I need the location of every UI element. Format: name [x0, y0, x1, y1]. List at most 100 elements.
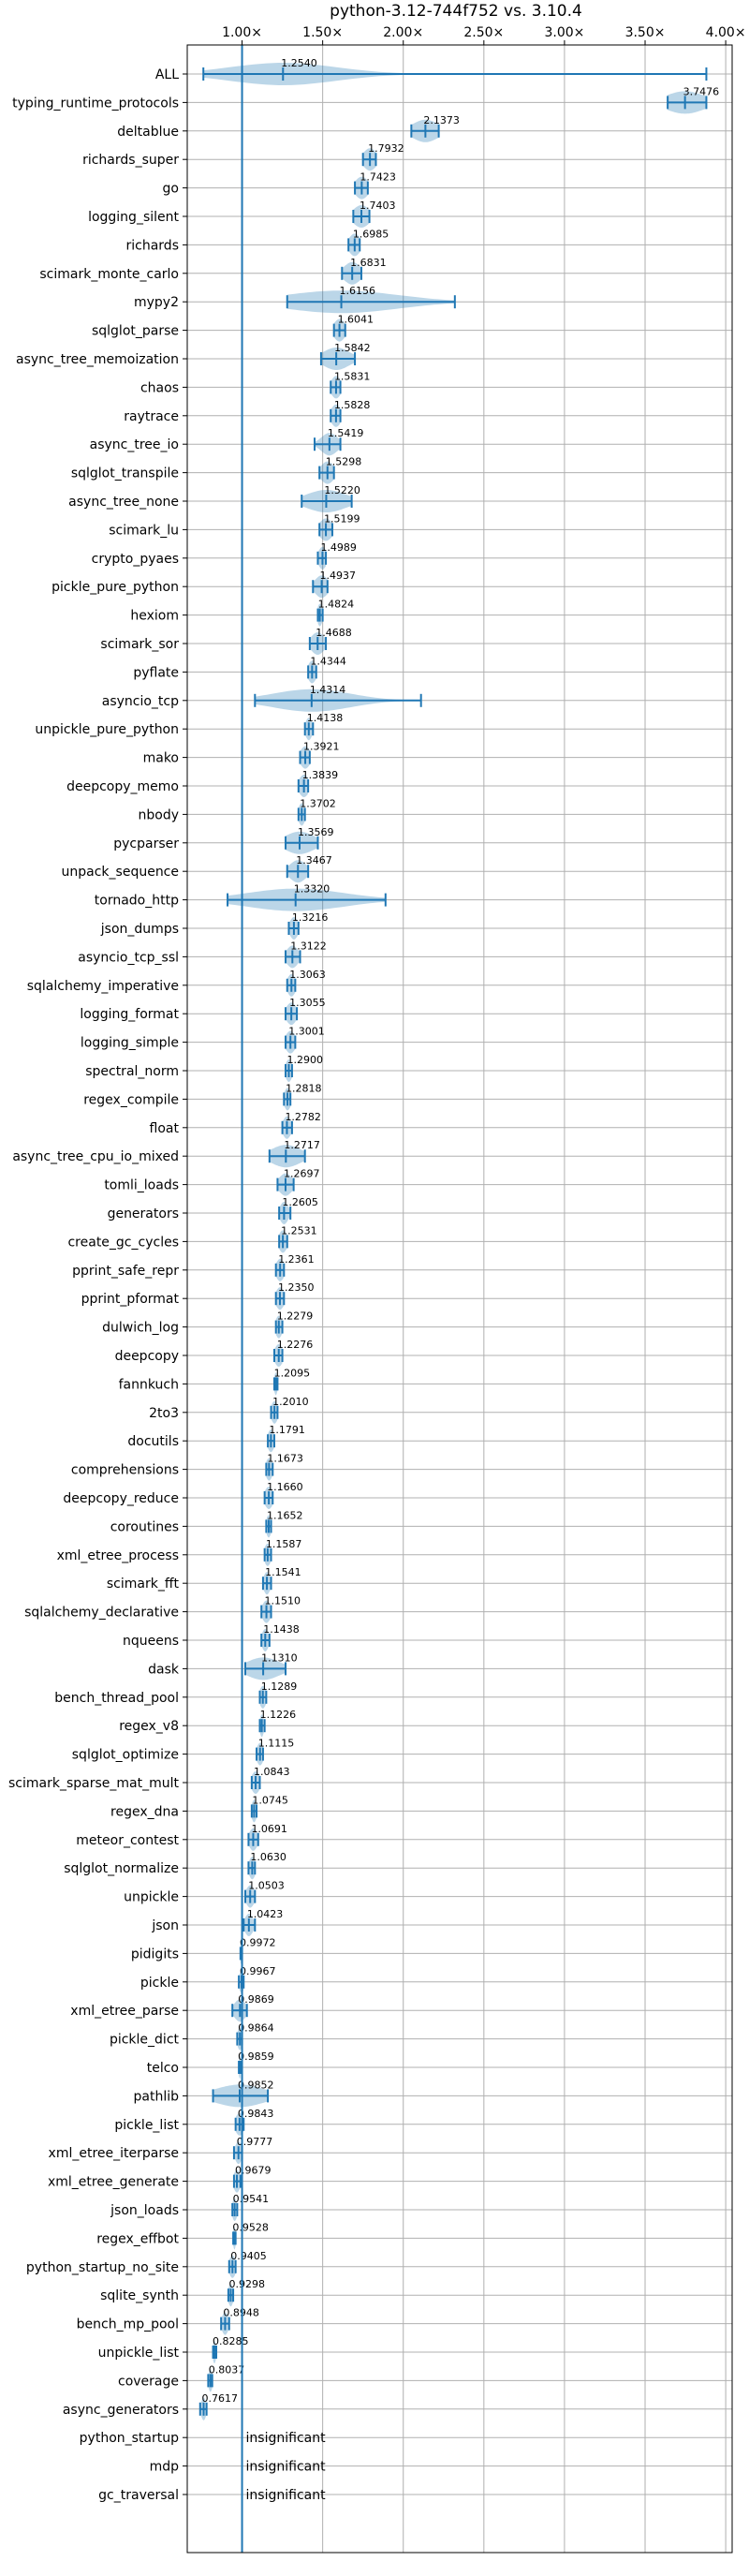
value-label: 1.5199 — [324, 512, 360, 525]
benchmark-name-label: pickle — [140, 1976, 179, 1991]
value-label: 1.3216 — [292, 911, 329, 924]
benchmark-name-label: pickle_dict — [110, 2033, 180, 2048]
benchmark-name-label: xml_etree_generate — [48, 2175, 179, 2190]
value-label: 1.6041 — [338, 314, 374, 326]
value-label: 1.5842 — [334, 342, 371, 354]
benchmark-name-label: crypto_pyaes — [92, 552, 179, 567]
value-label: 0.9852 — [238, 2079, 274, 2091]
value-label: 1.1673 — [267, 1453, 303, 1465]
value-label: 1.3569 — [298, 826, 334, 838]
benchmark-name-label: gc_traversal — [98, 2488, 179, 2503]
benchmark-name-label: sqlglot_transpile — [71, 466, 179, 481]
value-label: 2.1373 — [423, 114, 460, 126]
benchmark-name-label: xml_etree_parse — [70, 2004, 179, 2019]
benchmark-name-label: tornado_http — [95, 894, 179, 909]
value-label: 1.0691 — [251, 1823, 287, 1835]
benchmark-name-label: deepcopy_memo — [66, 779, 179, 794]
benchmark-name-label: bench_thread_pool — [54, 1691, 179, 1706]
benchmark-name-label: async_tree_cpu_io_mixed — [12, 1149, 179, 1164]
benchmark-name-label: scimark_lu — [109, 523, 179, 538]
benchmark-name-label: richards_super — [82, 153, 179, 168]
benchmark-name-label: tomli_loads — [104, 1178, 179, 1193]
chart-title: python-3.12-744f752 vs. 3.10.4 — [330, 2, 582, 21]
benchmark-name-label: go — [163, 182, 179, 197]
benchmark-name-label: unpickle_pure_python — [35, 722, 179, 737]
benchmark-name-label: mako — [143, 751, 179, 766]
benchmark-name-label: unpickle — [124, 1890, 179, 1905]
value-label: 1.1510 — [265, 1595, 301, 1607]
benchmark-name-label: scimark_monte_carlo — [39, 267, 179, 282]
x-tick-label: 1.50× — [302, 25, 343, 40]
benchmark-name-label: async_generators — [63, 2403, 179, 2418]
benchmark-name-label: sqlglot_parse — [92, 324, 179, 339]
benchmark-name-label: regex_compile — [83, 1092, 179, 1107]
benchmark-name-label: regex_dna — [110, 1804, 179, 1819]
value-label: 1.7423 — [360, 171, 396, 184]
x-tick-label: 2.50× — [463, 25, 504, 40]
benchmark-name-label: async_tree_io — [90, 437, 179, 452]
value-label: 1.3839 — [302, 769, 339, 781]
x-tick-label: 1.00× — [222, 25, 262, 40]
value-label: 1.5828 — [334, 399, 371, 411]
benchmark-name-label: async_tree_none — [68, 495, 179, 510]
benchmark-name-label: nbody — [139, 807, 180, 822]
value-label: 0.9679 — [235, 2165, 271, 2177]
value-label: 1.3467 — [296, 854, 332, 866]
value-label: 1.3001 — [288, 1026, 325, 1038]
benchmark-name-label: deltablue — [117, 125, 179, 140]
benchmark-name-label: unpickle_list — [98, 2346, 180, 2361]
benchmark-name-label: pprint_safe_repr — [72, 1264, 179, 1279]
benchmark-name-label: sqlalchemy_declarative — [24, 1606, 179, 1621]
benchmark-name-label: deepcopy — [115, 1349, 179, 1364]
value-label: 1.0843 — [254, 1766, 290, 1778]
benchmark-marks: 1.2540 3.7476 2.1373 1.7932 1.7423 1.7403 1.69… — [198, 45, 719, 2553]
benchmark-name-label: typing_runtime_protocols — [12, 96, 179, 111]
value-label: 1.0745 — [252, 1794, 288, 1806]
value-label: 1.2717 — [284, 1139, 320, 1151]
benchmark-name-label: json_loads — [110, 2203, 179, 2218]
benchmark-name-label: spectral_norm — [85, 1064, 179, 1079]
benchmark-name-label: unpack_sequence — [62, 865, 179, 880]
value-label: 1.5220 — [324, 484, 360, 496]
value-label: 1.2782 — [285, 1111, 321, 1123]
value-label: 1.2095 — [274, 1367, 311, 1379]
benchmark-name-label: regex_v8 — [119, 1719, 179, 1734]
value-label: 1.2279 — [277, 1310, 314, 1323]
benchmark-name-label: dulwich_log — [102, 1321, 179, 1336]
benchmark-name-label: json — [151, 1918, 179, 1933]
x-axis-ticks: 1.00× 1.50× 2.00× 2.50× 3.00× 3.50× 4.00× — [222, 25, 746, 45]
benchmark-name-label: deepcopy_reduce — [63, 1491, 179, 1506]
x-tick-label: 4.00× — [706, 25, 746, 40]
benchmark-name-label: raytrace — [124, 409, 179, 424]
benchmark-name-label: pickle_list — [114, 2118, 179, 2133]
value-label: 1.5298 — [326, 456, 362, 468]
x-tick-label: 3.50× — [625, 25, 666, 40]
benchmark-name-label: comprehensions — [71, 1463, 179, 1478]
value-label: 1.5419 — [328, 427, 364, 439]
value-label: 1.7932 — [368, 142, 404, 155]
value-label: 1.2605 — [282, 1196, 318, 1208]
benchmark-name-label: richards — [126, 238, 180, 253]
benchmark-name-label: regex_effbot — [96, 2231, 179, 2246]
insignificant-label: insignificant — [246, 2460, 327, 2475]
benchmark-name-label: ALL — [155, 67, 179, 82]
benchmark-name-label: logging_simple — [81, 1036, 179, 1051]
benchmark-name-label: coroutines — [110, 1519, 179, 1534]
value-label: 1.4824 — [318, 599, 355, 611]
benchmark-name-label: json_dumps — [100, 922, 179, 937]
value-label: 0.9777 — [237, 2136, 273, 2148]
benchmark-name-label: asyncio_tcp_ssl — [78, 950, 179, 965]
value-label: 1.2818 — [286, 1082, 322, 1094]
value-label: 1.3702 — [300, 797, 336, 809]
value-label: 1.1115 — [258, 1738, 295, 1750]
value-label: 0.9843 — [238, 2108, 274, 2120]
benchmark-name-label: coverage — [118, 2374, 179, 2389]
benchmark-name-label: sqlglot_optimize — [72, 1748, 179, 1763]
value-label: 1.2276 — [277, 1339, 314, 1351]
value-label: 1.3921 — [303, 741, 340, 753]
value-label: 1.2540 — [281, 57, 317, 69]
benchmark-name-label: scimark_sparse_mat_mult — [8, 1776, 179, 1791]
benchmark-name-label: asyncio_tcp — [102, 694, 179, 709]
category-labels: ALL typing_runtime_protocols deltablue rich… — [8, 67, 180, 2503]
value-label: 0.9967 — [240, 1965, 275, 1977]
